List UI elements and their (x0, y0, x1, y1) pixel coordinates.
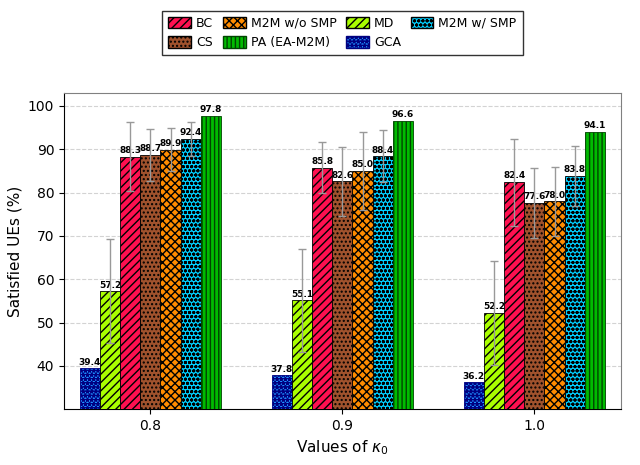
Text: 96.6: 96.6 (392, 110, 414, 119)
Text: 83.8: 83.8 (564, 166, 586, 174)
Bar (545, 201, 564, 409)
Text: 97.8: 97.8 (200, 105, 222, 114)
Text: 37.8: 37.8 (271, 365, 293, 374)
Bar (353, 171, 372, 409)
Y-axis label: Satisfied UEs (%): Satisfied UEs (%) (7, 186, 22, 317)
Text: 85.0: 85.0 (351, 160, 374, 169)
Text: 39.4: 39.4 (79, 358, 101, 367)
Bar (180, 139, 201, 409)
Bar (312, 167, 332, 409)
Text: 77.6: 77.6 (524, 193, 545, 201)
Bar (564, 176, 585, 409)
Bar (332, 181, 353, 409)
Text: 89.9: 89.9 (159, 139, 182, 148)
X-axis label: Values of $\kappa_0$: Values of $\kappa_0$ (296, 438, 388, 457)
Text: 55.1: 55.1 (291, 290, 313, 299)
Bar (393, 121, 413, 409)
Bar (484, 313, 504, 409)
Text: 92.4: 92.4 (180, 128, 202, 137)
Bar (464, 382, 484, 409)
Text: 52.2: 52.2 (483, 302, 505, 311)
Text: 36.2: 36.2 (463, 372, 485, 381)
Bar (100, 292, 120, 409)
Bar (140, 155, 161, 409)
Text: 88.7: 88.7 (140, 144, 161, 153)
Bar (292, 300, 312, 409)
Bar (504, 182, 524, 409)
Text: 82.6: 82.6 (332, 171, 353, 179)
Bar (524, 203, 545, 409)
Bar (80, 368, 100, 409)
Bar (161, 150, 180, 409)
Bar (120, 157, 140, 409)
Text: 88.4: 88.4 (372, 146, 394, 154)
Text: 88.3: 88.3 (119, 146, 141, 155)
Bar (372, 156, 393, 409)
Bar (272, 375, 292, 409)
Text: 78.0: 78.0 (543, 191, 566, 199)
Text: 94.1: 94.1 (584, 121, 606, 130)
Text: 57.2: 57.2 (99, 281, 121, 290)
Text: 82.4: 82.4 (503, 172, 525, 180)
Bar (201, 115, 221, 409)
Bar (585, 132, 605, 409)
Text: 85.8: 85.8 (311, 157, 333, 166)
Legend: BC, CS, M2M w/o SMP, PA (EA-M2M), MD, GCA, M2M w/ SMP: BC, CS, M2M w/o SMP, PA (EA-M2M), MD, GC… (162, 11, 523, 55)
